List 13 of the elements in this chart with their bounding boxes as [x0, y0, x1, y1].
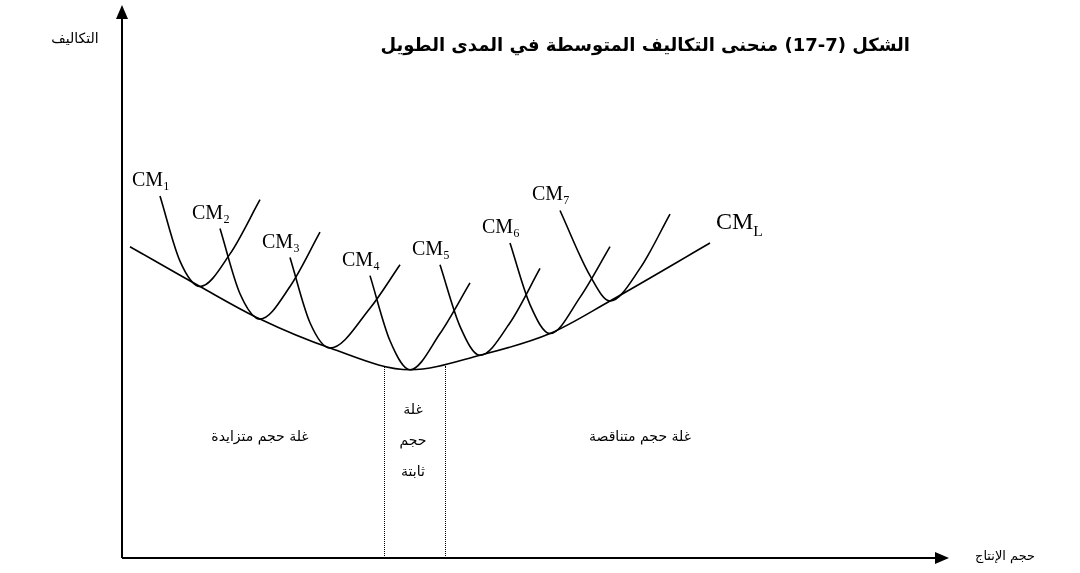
- annotation: غلة حجم ثابتة: [398, 400, 428, 481]
- series-label: CM₇: [531, 182, 571, 205]
- series-label: CM₅: [411, 236, 451, 259]
- annotation: غلة حجم متزايدة: [210, 428, 310, 444]
- series-label: CM₁: [131, 168, 171, 190]
- series-label: CM₄: [341, 247, 381, 270]
- text: التكاليف: [50, 30, 100, 46]
- series-label: CM₆: [481, 215, 521, 238]
- chart-title: الشكل (7-17) منحنى التكاليف المتوسطة في المدى الطويل: [380, 34, 910, 55]
- x-axis-title: حجم الإنتاج: [975, 548, 1036, 563]
- series-label: CM₂: [191, 200, 231, 223]
- series-label: CM₃: [261, 229, 301, 252]
- annotation: غلة حجم متناقصة: [588, 428, 692, 444]
